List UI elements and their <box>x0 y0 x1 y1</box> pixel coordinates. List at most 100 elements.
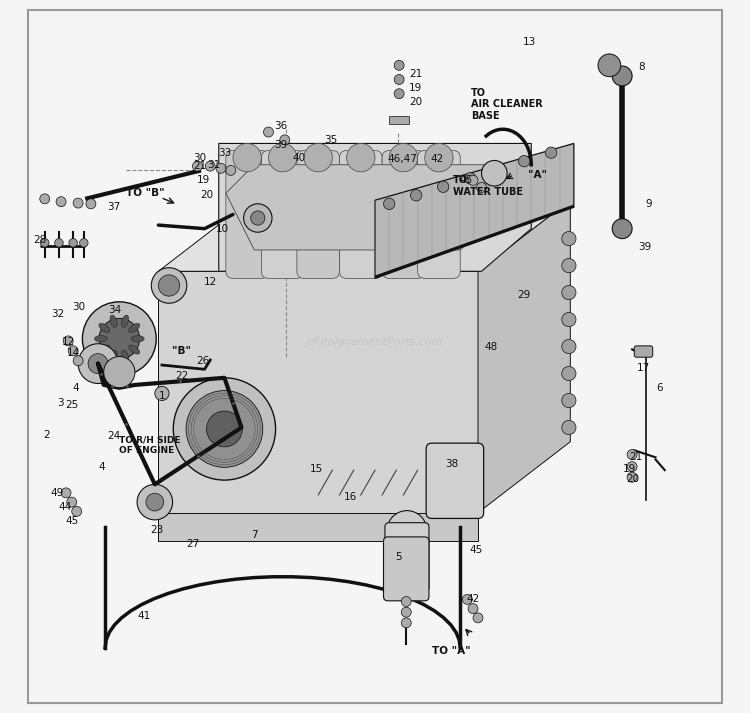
Circle shape <box>268 143 297 172</box>
Circle shape <box>61 488 71 498</box>
Circle shape <box>69 239 77 247</box>
Circle shape <box>468 604 478 614</box>
Text: 36: 36 <box>274 120 288 130</box>
Circle shape <box>304 143 332 172</box>
Polygon shape <box>226 165 489 250</box>
Circle shape <box>55 239 63 247</box>
FancyBboxPatch shape <box>261 150 304 278</box>
Polygon shape <box>375 143 574 278</box>
Text: 22: 22 <box>176 371 188 381</box>
Ellipse shape <box>129 345 140 354</box>
Text: 2: 2 <box>44 430 50 440</box>
Polygon shape <box>158 271 478 513</box>
Text: 4: 4 <box>72 384 79 394</box>
Circle shape <box>464 173 476 184</box>
Circle shape <box>206 161 215 171</box>
Text: 42: 42 <box>466 595 480 605</box>
Text: 30: 30 <box>72 302 86 312</box>
Circle shape <box>80 239 88 247</box>
Text: 23: 23 <box>150 525 164 535</box>
Text: 10: 10 <box>216 224 229 234</box>
Text: 39: 39 <box>638 242 652 252</box>
Circle shape <box>491 164 502 175</box>
Text: 32: 32 <box>51 309 64 319</box>
FancyBboxPatch shape <box>382 150 424 278</box>
Text: 14: 14 <box>67 348 80 358</box>
Polygon shape <box>375 205 574 278</box>
Text: 25: 25 <box>65 400 78 410</box>
Circle shape <box>545 147 556 158</box>
Circle shape <box>154 386 169 401</box>
Polygon shape <box>478 200 570 513</box>
Text: 41: 41 <box>137 611 151 621</box>
Circle shape <box>410 190 422 201</box>
Ellipse shape <box>99 323 110 332</box>
Text: 1: 1 <box>158 391 165 401</box>
Circle shape <box>394 88 404 98</box>
Text: 33: 33 <box>217 148 231 158</box>
Text: 49: 49 <box>51 488 64 498</box>
Polygon shape <box>158 513 478 541</box>
Ellipse shape <box>99 345 110 354</box>
FancyBboxPatch shape <box>426 443 484 518</box>
Text: 39: 39 <box>274 140 288 150</box>
Text: 21: 21 <box>409 69 422 79</box>
Text: 24: 24 <box>107 431 120 441</box>
Text: 45: 45 <box>459 175 472 185</box>
Circle shape <box>612 219 632 239</box>
Text: "A": "A" <box>528 170 547 180</box>
Circle shape <box>627 461 637 471</box>
Circle shape <box>63 336 74 346</box>
Text: 45: 45 <box>65 516 78 526</box>
FancyBboxPatch shape <box>226 150 268 278</box>
Circle shape <box>226 165 236 175</box>
Ellipse shape <box>122 350 129 362</box>
Circle shape <box>88 354 108 374</box>
Circle shape <box>40 194 50 204</box>
Circle shape <box>394 75 404 84</box>
Circle shape <box>206 411 242 447</box>
Text: 21: 21 <box>193 161 206 171</box>
FancyBboxPatch shape <box>634 346 652 357</box>
Text: TO "A": TO "A" <box>433 646 471 656</box>
Text: 28: 28 <box>33 235 46 245</box>
Text: 44: 44 <box>58 502 71 512</box>
Circle shape <box>99 319 140 359</box>
Text: eReplacementParts.com: eReplacementParts.com <box>307 337 443 347</box>
Ellipse shape <box>110 315 117 327</box>
Text: 26: 26 <box>196 356 210 366</box>
Text: 42: 42 <box>430 154 444 164</box>
Circle shape <box>389 143 418 172</box>
Circle shape <box>482 160 507 186</box>
Text: 27: 27 <box>186 539 199 549</box>
Text: 38: 38 <box>445 459 458 469</box>
Text: 21: 21 <box>630 452 643 462</box>
Circle shape <box>383 198 395 210</box>
Text: 9: 9 <box>645 199 652 209</box>
Circle shape <box>173 378 275 480</box>
Circle shape <box>562 421 576 435</box>
Text: 37: 37 <box>107 202 120 212</box>
Circle shape <box>72 506 82 516</box>
Text: TO
WATER TUBE: TO WATER TUBE <box>453 175 523 197</box>
Circle shape <box>562 394 576 408</box>
Text: 19: 19 <box>409 83 422 93</box>
Circle shape <box>401 607 411 617</box>
Text: TO R/H SIDE
OF ENGINE: TO R/H SIDE OF ENGINE <box>119 436 181 455</box>
Circle shape <box>562 366 576 381</box>
Circle shape <box>158 275 180 296</box>
Text: 3: 3 <box>57 398 64 408</box>
Ellipse shape <box>131 336 144 342</box>
Text: 19: 19 <box>196 175 210 185</box>
Circle shape <box>562 312 576 327</box>
Text: 46,47: 46,47 <box>387 154 417 164</box>
Circle shape <box>82 302 156 376</box>
Circle shape <box>387 511 427 550</box>
Text: 20: 20 <box>409 97 422 107</box>
Circle shape <box>280 135 290 145</box>
Circle shape <box>562 285 576 299</box>
Circle shape <box>137 484 172 520</box>
Circle shape <box>68 346 78 356</box>
Circle shape <box>627 472 637 482</box>
Text: 34: 34 <box>108 304 121 314</box>
